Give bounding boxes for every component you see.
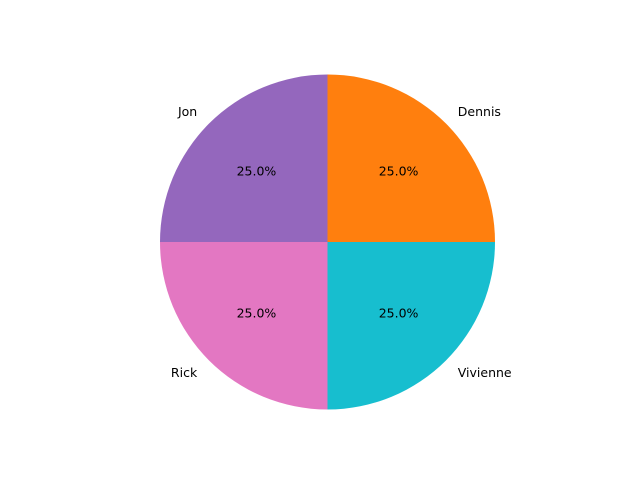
pie-category-label-rick: Rick <box>171 365 198 380</box>
pie-slice-dennis <box>327 74 495 242</box>
pie-category-label-vivienne: Vivienne <box>458 365 512 380</box>
pie-pct-label-vivienne: 25.0% <box>379 306 419 321</box>
pie-pct-label-dennis: 25.0% <box>379 163 419 178</box>
pie-slice-rick <box>160 242 328 410</box>
pie-category-label-dennis: Dennis <box>458 104 501 119</box>
pie-pct-label-rick: 25.0% <box>237 306 277 321</box>
pie-slice-jon <box>160 74 328 242</box>
pie-slice-vivienne <box>327 242 495 410</box>
pie-category-label-jon: Jon <box>177 104 197 119</box>
pie-pct-label-jon: 25.0% <box>237 163 277 178</box>
